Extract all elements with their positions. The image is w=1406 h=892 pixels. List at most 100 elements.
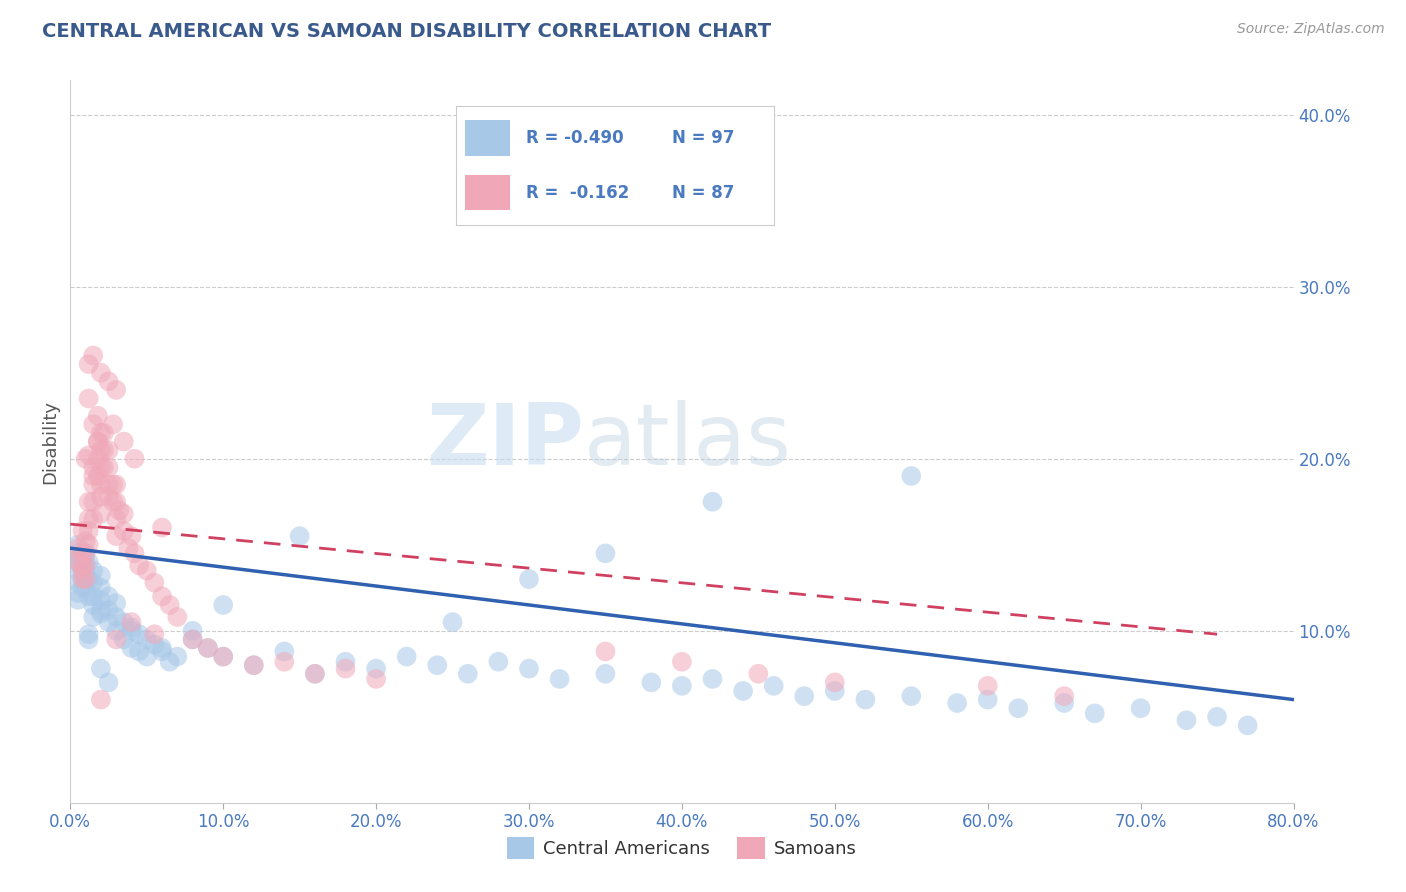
Point (77, 357, 100, 371)
Point (159, 655, 181, 669)
Point (762, 679, 785, 693)
Point (77, 392, 100, 406)
Point (128, 627, 150, 641)
Point (900, 469, 922, 483)
Point (77, 555, 100, 569)
Point (121, 620, 143, 634)
Point (212, 598, 235, 612)
Point (66, 555, 89, 569)
Point (82, 590, 104, 604)
Point (166, 649, 188, 664)
Point (90, 607, 112, 621)
Point (87, 451, 110, 466)
Point (66, 538, 89, 552)
Point (335, 655, 357, 669)
Point (72, 572, 94, 586)
Point (97, 490, 120, 504)
Point (82, 417, 104, 432)
Point (66, 555, 89, 569)
Point (87, 409, 110, 423)
Point (93, 443, 115, 458)
Point (197, 640, 219, 655)
Point (75, 564, 97, 578)
Point (66, 551, 89, 566)
Point (105, 512, 128, 526)
Point (747, 666, 769, 681)
Point (121, 529, 143, 543)
Point (108, 503, 131, 517)
Point (671, 655, 693, 669)
Point (1084, 706, 1107, 721)
Point (366, 662, 388, 676)
Point (82, 494, 104, 508)
Point (90, 603, 112, 617)
Point (143, 575, 166, 590)
Point (197, 640, 219, 655)
Point (72, 524, 94, 538)
Point (135, 632, 157, 647)
Point (82, 349, 104, 363)
Point (457, 666, 479, 681)
Point (82, 610, 104, 624)
Point (97, 615, 120, 630)
Point (75, 555, 97, 569)
Point (72, 564, 94, 578)
Point (824, 675, 846, 690)
Point (66, 586, 89, 600)
Point (97, 590, 120, 604)
Point (82, 477, 104, 491)
Point (143, 638, 166, 652)
Point (121, 615, 143, 630)
Point (72, 572, 94, 586)
Point (595, 546, 617, 560)
Point (105, 610, 128, 624)
Point (87, 434, 110, 449)
Point (72, 581, 94, 595)
Point (900, 689, 922, 703)
Point (335, 662, 357, 676)
Point (97, 443, 120, 458)
Point (105, 529, 128, 543)
Point (90, 507, 112, 521)
Point (441, 615, 464, 630)
Point (288, 529, 311, 543)
Point (97, 375, 120, 389)
Point (82, 598, 104, 612)
Point (366, 672, 388, 686)
Point (77, 627, 100, 641)
Point (77, 524, 100, 538)
Point (97, 477, 120, 491)
Point (976, 679, 998, 693)
Text: atlas: atlas (583, 400, 792, 483)
Point (1053, 689, 1076, 703)
Point (824, 684, 846, 698)
Point (75, 546, 97, 560)
Point (640, 675, 662, 690)
Point (105, 383, 128, 397)
Point (128, 644, 150, 658)
Point (101, 417, 124, 432)
Point (181, 632, 204, 647)
Point (101, 494, 124, 508)
Point (82, 469, 104, 483)
Point (121, 624, 143, 638)
Point (75, 581, 97, 595)
Point (1053, 696, 1076, 710)
Point (243, 658, 266, 673)
Point (75, 546, 97, 560)
Point (517, 662, 540, 676)
Point (72, 546, 94, 560)
Point (90, 692, 112, 706)
Point (150, 644, 173, 658)
Point (87, 469, 110, 483)
Point (75, 572, 97, 586)
Point (66, 575, 89, 590)
Point (66, 592, 89, 607)
Point (77, 448, 100, 462)
Point (426, 658, 449, 673)
Point (75, 534, 97, 549)
Point (75, 572, 97, 586)
Point (105, 632, 128, 647)
Point (112, 632, 135, 647)
Point (82, 575, 104, 590)
